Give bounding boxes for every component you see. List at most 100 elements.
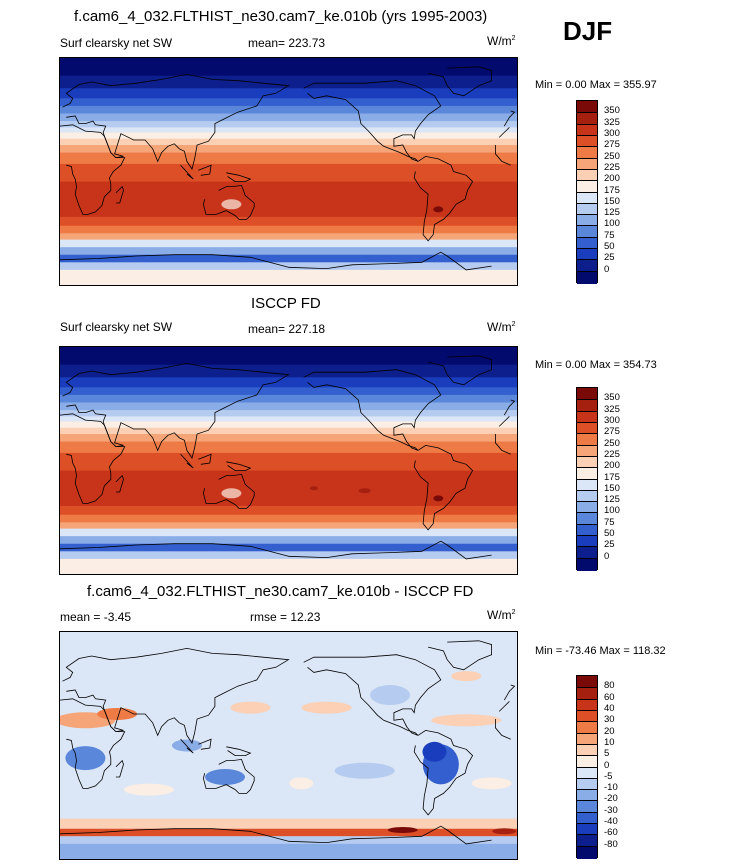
colorbar-tick-label: -20 bbox=[604, 793, 618, 805]
coastline bbox=[198, 453, 212, 465]
difference-patch bbox=[289, 777, 314, 790]
coastline bbox=[288, 540, 492, 560]
latitude-band bbox=[60, 132, 517, 140]
panel2-minmax: Min = 0.00 Max = 354.73 bbox=[535, 359, 657, 371]
coastline bbox=[60, 828, 289, 842]
colorbar-swatch bbox=[577, 410, 597, 424]
coastline bbox=[494, 145, 511, 166]
colorbar-tick-label: 125 bbox=[604, 207, 620, 219]
colorbar-tick-label: 225 bbox=[604, 448, 620, 460]
colorbar-swatch bbox=[577, 388, 597, 400]
colorbar-swatch bbox=[577, 191, 597, 205]
difference-patch bbox=[205, 769, 246, 786]
latitude-band bbox=[60, 225, 517, 234]
coastline bbox=[428, 66, 493, 97]
colorbar-swatch bbox=[577, 236, 597, 250]
colorbar-swatch bbox=[577, 755, 597, 768]
colorbar-swatch bbox=[577, 146, 597, 160]
colorbar-swatch bbox=[577, 834, 597, 848]
latitude-band bbox=[60, 205, 517, 218]
coastline bbox=[413, 444, 474, 531]
colorbar-swatch bbox=[577, 777, 597, 791]
coastline bbox=[226, 172, 252, 182]
colorbar-tick-label: 300 bbox=[604, 414, 620, 426]
coastline bbox=[428, 355, 493, 386]
latitude-band bbox=[60, 470, 517, 496]
latitude-band bbox=[60, 138, 517, 146]
latitude-band bbox=[60, 145, 517, 154]
latitude-band bbox=[60, 163, 517, 183]
latitude-band bbox=[60, 427, 517, 435]
coastline bbox=[303, 80, 442, 162]
colorbar-tick-label: 40 bbox=[604, 702, 615, 714]
colorbar-swatch bbox=[577, 535, 597, 548]
colorbar-tick-label: 60 bbox=[604, 691, 615, 703]
coastline bbox=[60, 254, 289, 268]
colorbar-tick-label: 0 bbox=[604, 263, 610, 275]
colorbar-tick-label: 80 bbox=[604, 680, 615, 692]
colorbar-tick-label: -60 bbox=[604, 827, 618, 839]
colorbar-swatch bbox=[577, 766, 597, 780]
latitude-band bbox=[60, 387, 517, 396]
latitude-band bbox=[60, 98, 517, 107]
latitude-band bbox=[60, 262, 517, 271]
colorbar-swatch bbox=[577, 202, 597, 216]
colorbar-tick-label: 325 bbox=[604, 403, 620, 415]
colorbar-tick-label: 275 bbox=[604, 139, 620, 151]
coastline bbox=[115, 185, 124, 204]
panel3-map-svg bbox=[60, 632, 517, 859]
latitude-band bbox=[60, 269, 517, 285]
coastline bbox=[413, 729, 474, 816]
latitude-band bbox=[60, 239, 517, 248]
colorbar-swatch bbox=[577, 489, 597, 503]
panel3-units: W/m2 bbox=[487, 608, 516, 622]
coastline bbox=[303, 654, 442, 736]
difference-patch bbox=[451, 671, 482, 682]
latitude-band bbox=[60, 377, 517, 388]
panel3-colorbar bbox=[576, 675, 598, 859]
latitude-band bbox=[60, 522, 517, 530]
coastline bbox=[115, 759, 124, 778]
panel1-variable: Surf clearsky net SW bbox=[60, 36, 173, 50]
colorbar-swatch bbox=[577, 270, 597, 284]
difference-patch bbox=[387, 826, 418, 833]
coastline bbox=[202, 758, 255, 794]
latitude-band bbox=[60, 347, 517, 366]
colorbar-tick-label: 350 bbox=[604, 105, 620, 117]
colorbar-tick-label: 250 bbox=[604, 437, 620, 449]
colorbar-tick-label: 250 bbox=[604, 150, 620, 162]
panel2-variable: Surf clearsky net SW bbox=[60, 320, 173, 334]
colorbar-swatch bbox=[577, 501, 597, 514]
colorbar-tick-label: 350 bbox=[604, 392, 620, 404]
colorbar-tick-label: 20 bbox=[604, 725, 615, 737]
colorbar-tick-label: 125 bbox=[604, 494, 620, 506]
colorbar-swatch bbox=[577, 709, 597, 723]
coastline bbox=[303, 369, 442, 451]
panel1-map-svg bbox=[60, 58, 517, 285]
colorbar-tick-label: 275 bbox=[604, 426, 620, 438]
difference-patch bbox=[431, 714, 502, 727]
latitude-band bbox=[60, 828, 517, 837]
difference-patch bbox=[471, 777, 512, 790]
colorbar-tick-label: 50 bbox=[604, 241, 615, 253]
panel1-colorbar bbox=[576, 100, 598, 284]
latitude-band bbox=[60, 254, 517, 263]
colorbar-tick-label: 25 bbox=[604, 539, 615, 551]
coastline bbox=[226, 746, 252, 756]
panel3-title: f.cam6_4_032.FLTHIST_ne30.cam7_ke.010b -… bbox=[87, 583, 474, 600]
difference-patch bbox=[230, 701, 271, 714]
coastline bbox=[288, 251, 492, 271]
colorbar-swatch bbox=[577, 259, 597, 273]
colorbar-tick-label: 100 bbox=[604, 218, 620, 230]
coastline bbox=[180, 453, 194, 469]
colorbar-swatch bbox=[577, 687, 597, 701]
colorbar-tick-label: 200 bbox=[604, 460, 620, 472]
colorbar-swatch bbox=[577, 214, 597, 227]
colorbar-swatch bbox=[577, 421, 597, 435]
coastline bbox=[60, 698, 126, 789]
coastline bbox=[60, 543, 289, 557]
latitude-band bbox=[60, 421, 517, 429]
latitude-band bbox=[60, 113, 517, 122]
colorbar-tick-label: -10 bbox=[604, 782, 618, 794]
coastline bbox=[288, 825, 492, 845]
